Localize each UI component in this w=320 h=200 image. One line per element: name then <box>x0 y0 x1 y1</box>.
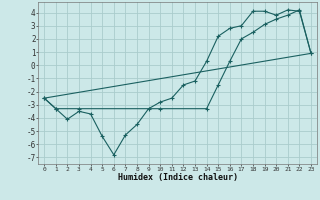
X-axis label: Humidex (Indice chaleur): Humidex (Indice chaleur) <box>118 173 238 182</box>
